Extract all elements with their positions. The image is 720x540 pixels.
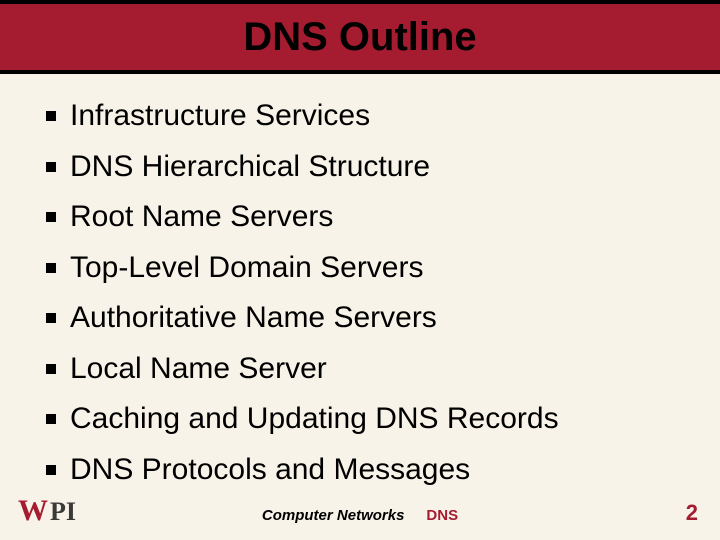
slide-title: DNS Outline (243, 15, 476, 60)
bullet-text: DNS Protocols and Messages (70, 450, 470, 491)
footer: W PI Computer Networks DNS 2 (0, 486, 720, 526)
bullet-text: Infrastructure Services (70, 96, 370, 137)
footer-topic-label: DNS (426, 507, 458, 524)
bullet-text: Caching and Updating DNS Records (70, 399, 559, 440)
list-item: Local Name Server (46, 349, 690, 390)
page-number: 2 (686, 500, 698, 526)
bullet-text: Top-Level Domain Servers (70, 248, 423, 289)
bullet-text: Authoritative Name Servers (70, 298, 437, 339)
title-bar: DNS Outline (0, 0, 720, 74)
bullet-marker (46, 263, 56, 273)
list-item: Root Name Servers (46, 197, 690, 238)
bullet-marker (46, 313, 56, 323)
logo-letters-pi: PI (50, 499, 76, 525)
bullet-marker (46, 414, 56, 424)
list-item: Infrastructure Services (46, 96, 690, 137)
list-item: Authoritative Name Servers (46, 298, 690, 339)
footer-center: Computer Networks DNS (262, 507, 458, 524)
footer-course-label: Computer Networks (262, 507, 405, 524)
list-item: Top-Level Domain Servers (46, 248, 690, 289)
bullet-marker (46, 212, 56, 222)
bullet-text: Local Name Server (70, 349, 327, 390)
bullet-list: Infrastructure Services DNS Hierarchical… (0, 74, 720, 490)
list-item: DNS Hierarchical Structure (46, 147, 690, 188)
logo-letter-w: W (18, 496, 48, 526)
bullet-text: Root Name Servers (70, 197, 333, 238)
list-item: DNS Protocols and Messages (46, 450, 690, 491)
bullet-marker (46, 465, 56, 475)
list-item: Caching and Updating DNS Records (46, 399, 690, 440)
bullet-text: DNS Hierarchical Structure (70, 147, 430, 188)
bullet-marker (46, 111, 56, 121)
wpi-logo: W PI (18, 496, 76, 526)
bullet-marker (46, 162, 56, 172)
bullet-marker (46, 364, 56, 374)
